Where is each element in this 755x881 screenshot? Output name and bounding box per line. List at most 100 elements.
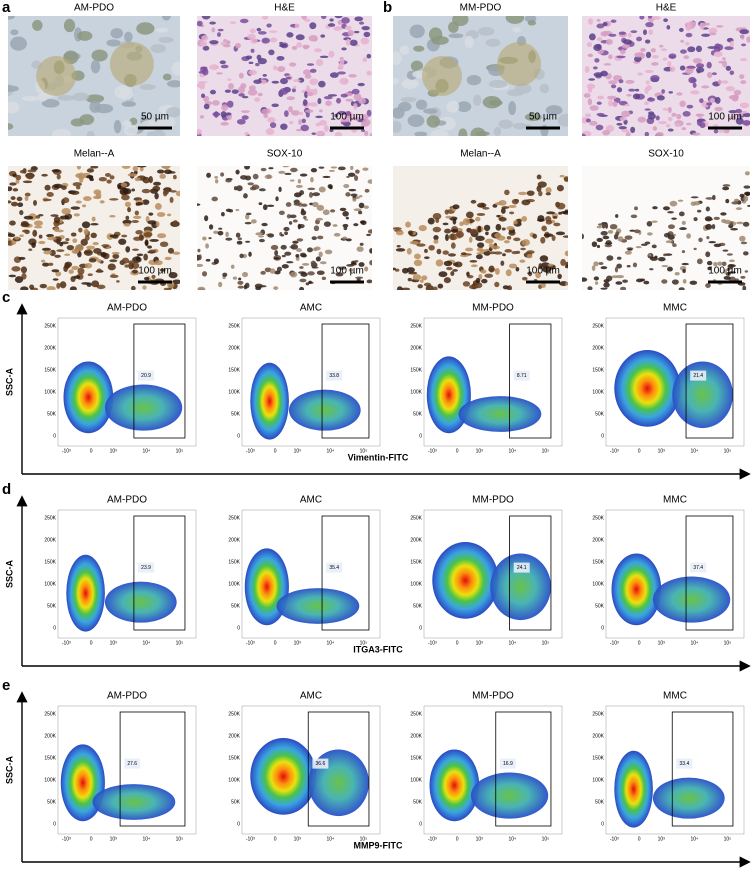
cell	[197, 20, 203, 27]
cell	[726, 253, 733, 256]
cell	[423, 108, 438, 114]
cell	[353, 102, 358, 110]
y-tick-label: 100K	[410, 777, 422, 783]
cell	[720, 212, 727, 216]
cell	[154, 260, 163, 266]
cell	[418, 224, 427, 232]
cell	[46, 234, 54, 238]
cell	[524, 113, 542, 122]
cell	[144, 240, 149, 246]
cell	[686, 104, 694, 109]
cell	[484, 273, 494, 278]
cell	[289, 271, 298, 278]
cell	[426, 115, 441, 128]
cell	[221, 104, 229, 112]
x-tick-label: 0	[274, 448, 277, 454]
micrograph	[8, 16, 180, 136]
cell	[71, 265, 80, 271]
y-tick-label: 0	[53, 625, 56, 631]
cell	[217, 32, 221, 37]
cell	[227, 78, 232, 81]
cell	[70, 232, 77, 237]
cell	[708, 27, 718, 34]
cell	[685, 41, 690, 46]
y-tick-label: 250K	[228, 711, 240, 717]
cell	[360, 121, 370, 127]
cell	[8, 123, 14, 130]
gate-value: 23.9	[141, 565, 151, 571]
y-tick-label: 200K	[44, 537, 56, 543]
cell	[711, 224, 716, 230]
cell	[475, 216, 481, 222]
gate-label-bg	[138, 562, 155, 573]
cell	[122, 120, 132, 128]
scale-label: 100 µm	[330, 112, 364, 123]
y-tick-label: 50K	[413, 411, 423, 417]
plot-title: AMC	[300, 303, 322, 314]
cell	[9, 182, 17, 186]
image-title: SOX-10	[648, 149, 684, 160]
x-tick-label: 10⁴	[690, 640, 698, 646]
cell	[214, 176, 219, 179]
cell	[284, 110, 289, 118]
cell	[59, 241, 64, 247]
cell	[158, 36, 174, 43]
cell	[280, 234, 285, 237]
cell	[435, 259, 444, 267]
cell	[295, 253, 300, 258]
cell	[744, 270, 749, 273]
y-tick-label: 0	[419, 821, 422, 827]
cell	[60, 215, 70, 220]
cell	[741, 43, 746, 47]
cell	[681, 262, 689, 266]
cell	[162, 16, 171, 21]
cell	[327, 94, 338, 97]
image-title: H&E	[656, 3, 677, 14]
cell	[325, 100, 332, 106]
cell	[693, 217, 698, 222]
x-tick-label: 10⁵	[542, 448, 550, 454]
cell	[62, 197, 70, 204]
cell	[204, 215, 209, 222]
cell	[226, 100, 234, 108]
cell	[584, 66, 590, 73]
y-tick-label: 200K	[410, 537, 422, 543]
cell	[53, 216, 61, 223]
scale-label: 100 µm	[138, 266, 172, 277]
cell	[200, 66, 208, 69]
y-tick-label: 150K	[228, 755, 240, 761]
gate	[685, 323, 734, 439]
cell	[668, 91, 674, 94]
cell	[601, 223, 606, 229]
cell	[424, 256, 430, 260]
cell	[476, 212, 486, 216]
cell	[41, 259, 46, 263]
cell	[328, 50, 335, 58]
cell	[723, 219, 732, 225]
gate-value: 37.4	[693, 565, 703, 571]
y-tick-label: 100K	[592, 581, 604, 587]
cell	[713, 216, 720, 220]
cell	[27, 169, 37, 173]
cell	[136, 22, 155, 35]
cell	[240, 83, 247, 89]
cell	[475, 277, 481, 284]
gate-label-bg	[513, 562, 530, 573]
cell	[685, 122, 692, 126]
cell	[245, 213, 250, 220]
gate	[509, 515, 552, 631]
cell	[722, 249, 729, 252]
y-tick-label: 150K	[44, 755, 56, 761]
x-tick-label: 0	[90, 640, 93, 646]
cell	[701, 85, 710, 89]
cell	[316, 204, 325, 211]
cell	[298, 119, 302, 126]
y-tick-label: 250K	[410, 323, 422, 329]
cell	[235, 169, 240, 175]
cell	[198, 80, 208, 84]
cell	[240, 110, 251, 113]
cell	[520, 247, 526, 251]
cell	[297, 223, 301, 230]
cell	[345, 192, 351, 197]
cell	[630, 214, 638, 219]
